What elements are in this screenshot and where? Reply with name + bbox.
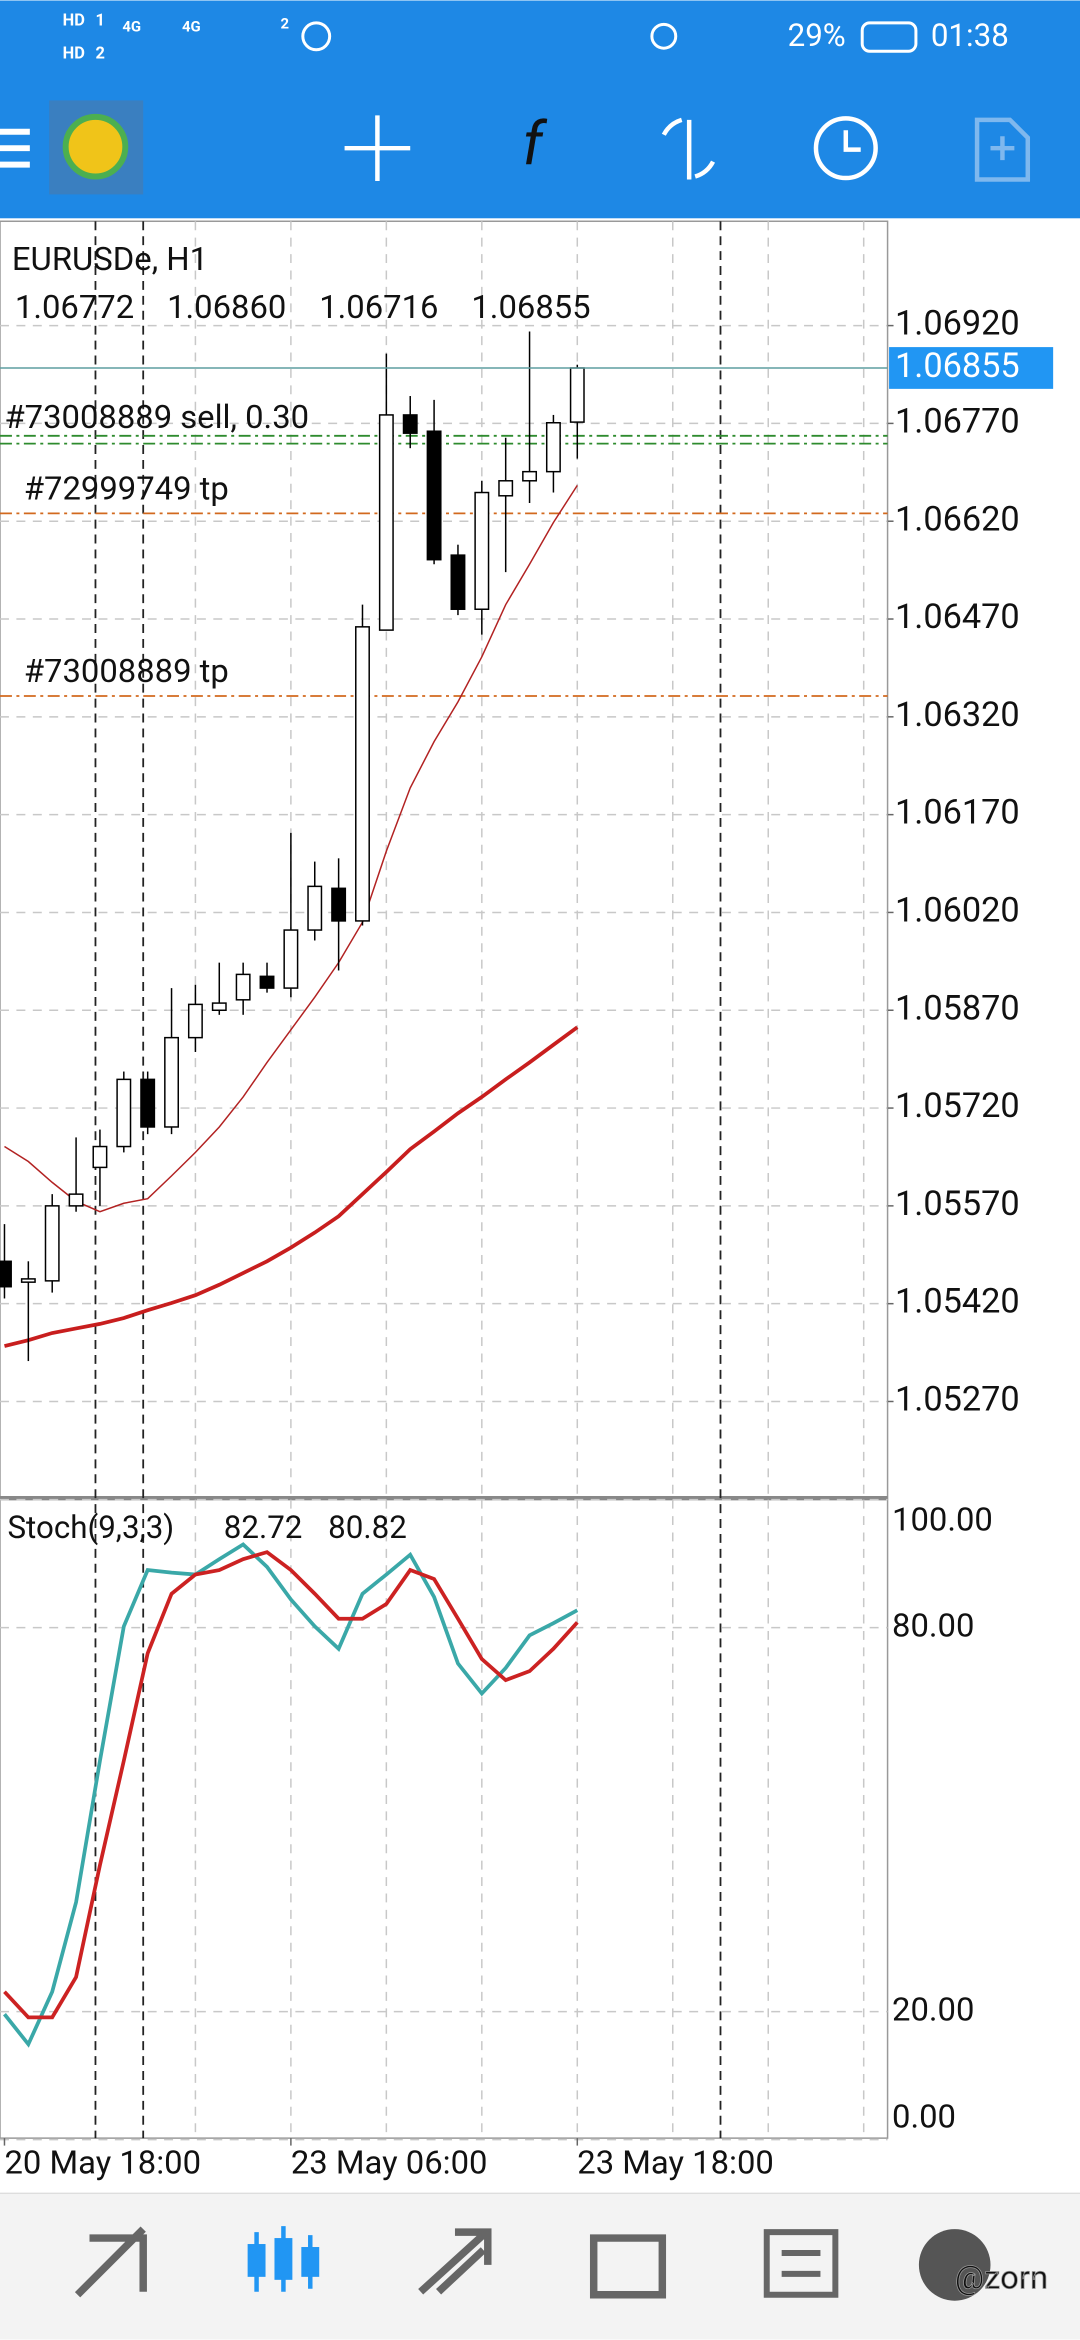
status-bar: HD 1 HD 2 4G 4G 2 29% 01:38 <box>63 12 1009 64</box>
bottom-nav <box>0 2193 1080 2340</box>
battery: 29% <box>788 17 846 54</box>
settings-tab[interactable] <box>918 2229 991 2301</box>
candle-body <box>522 470 538 482</box>
y-tick-label: 100.00 <box>892 1502 993 1540</box>
series-line <box>3 1542 579 2048</box>
series-line <box>3 1550 579 2020</box>
menu-button[interactable] <box>0 128 30 168</box>
sim-slot: 2 <box>95 45 104 64</box>
news-tab[interactable] <box>763 2229 839 2298</box>
ohlc-header: 1.06772 1.06860 1.06716 1.06855 <box>15 289 591 327</box>
symbol-title: EURUSDe, H1 <box>12 241 208 279</box>
plot-frame <box>0 220 889 2139</box>
candle-body <box>235 973 251 1001</box>
y-tick-label: 1.06020 <box>895 891 1020 931</box>
candle-body <box>211 1002 227 1011</box>
indicator-value: 82.72 <box>224 1509 303 1546</box>
trade-button[interactable] <box>661 117 716 180</box>
candle-body <box>426 430 442 561</box>
toolbar: f <box>0 100 1031 195</box>
candle-body <box>307 885 323 931</box>
hotspot-count: 2 <box>280 14 289 32</box>
candle-body <box>545 422 561 473</box>
crosshair-button[interactable] <box>344 115 411 181</box>
watermark: @zorn <box>955 2260 1048 2298</box>
template-button[interactable] <box>974 117 1031 182</box>
candle-body <box>0 1260 12 1288</box>
candle-body <box>140 1078 156 1128</box>
candle-body <box>164 1036 180 1128</box>
sim-label: HD <box>63 45 85 64</box>
alarm-icon <box>650 22 678 50</box>
candle-body <box>44 1205 60 1282</box>
y-tick-label: 80.00 <box>892 1607 974 1645</box>
app-bar <box>0 0 1080 219</box>
candle-body <box>116 1078 132 1148</box>
moving-average <box>4 1025 579 1348</box>
candle-body <box>498 480 514 497</box>
candle-body <box>331 887 347 922</box>
y-tick-label: 1.06770 <box>895 401 1020 441</box>
sim-label: HD <box>63 12 85 31</box>
network: 4G <box>122 17 141 35</box>
network: 4G <box>182 17 201 35</box>
quotes-tab[interactable] <box>74 2226 147 2298</box>
moving-average <box>4 484 578 1213</box>
y-tick-label: 1.05270 <box>895 1380 1020 1420</box>
eye-icon <box>301 21 332 52</box>
clock-hand <box>843 130 861 152</box>
y-tick-label: 1.06920 <box>895 304 1020 344</box>
battery-icon <box>860 21 918 53</box>
candle-body <box>450 554 466 610</box>
marks-layer <box>0 331 888 2048</box>
order-label: #73008889 sell, 0.30 <box>4 399 309 437</box>
y-tick-label: 0.00 <box>892 2098 956 2136</box>
x-tick-label: 23 May 18:00 <box>577 2145 774 2183</box>
y-tick-label: 1.05570 <box>895 1184 1020 1224</box>
timeframe-button[interactable] <box>813 116 878 181</box>
grid-layer <box>0 221 888 2141</box>
ohlc-label: 1.06860 <box>167 289 286 327</box>
history-tab[interactable] <box>589 2234 667 2299</box>
x-tick-label: 20 May 18:00 <box>4 2145 201 2183</box>
clock: 01:38 <box>931 17 1009 54</box>
indicator-value: 80.82 <box>328 1509 407 1546</box>
period-separators <box>94 221 722 2139</box>
ohlc-label: 1.06716 <box>319 289 438 327</box>
y-tick-label: 1.06470 <box>895 597 1020 637</box>
y-tick-label: 1.05870 <box>895 988 1020 1028</box>
candle-body <box>187 1003 203 1039</box>
nav-icons <box>74 2226 991 2301</box>
x-tick-label: 23 May 06:00 <box>291 2145 488 2183</box>
candle-body <box>259 975 275 989</box>
candle-body <box>402 414 418 434</box>
y-tick-label: 1.06320 <box>895 695 1020 735</box>
candle-body <box>20 1278 36 1283</box>
y-tick-label: 1.05720 <box>895 1086 1020 1126</box>
candle-body <box>474 491 490 610</box>
candle-body <box>378 414 394 631</box>
bid-label: 1.06855 <box>895 346 1020 386</box>
candle-body <box>569 367 585 423</box>
order-label: #73008889 tp <box>24 653 229 691</box>
bid-box <box>889 347 1054 389</box>
order-label: #72999749 tp <box>24 471 229 509</box>
trade-tab[interactable] <box>418 2228 492 2295</box>
candle-body <box>92 1145 108 1169</box>
chart-tab[interactable] <box>247 2226 320 2292</box>
y-tick-label: 20.00 <box>892 1991 974 2029</box>
candle-body <box>283 929 299 989</box>
sim-slot: 1 <box>95 12 104 31</box>
y-tick-label: 1.06620 <box>895 499 1020 539</box>
indicator-title: Stoch(9,3,3) <box>7 1509 174 1546</box>
ohlc-label: 1.06855 <box>471 289 590 327</box>
ohlc-label: 1.06772 <box>15 289 134 327</box>
y-tick-label: 1.06170 <box>895 793 1020 833</box>
app-logo-mark <box>62 113 129 180</box>
candle-body <box>68 1193 84 1207</box>
y-tick-label: 1.05420 <box>895 1282 1020 1322</box>
candle-body <box>355 626 370 922</box>
